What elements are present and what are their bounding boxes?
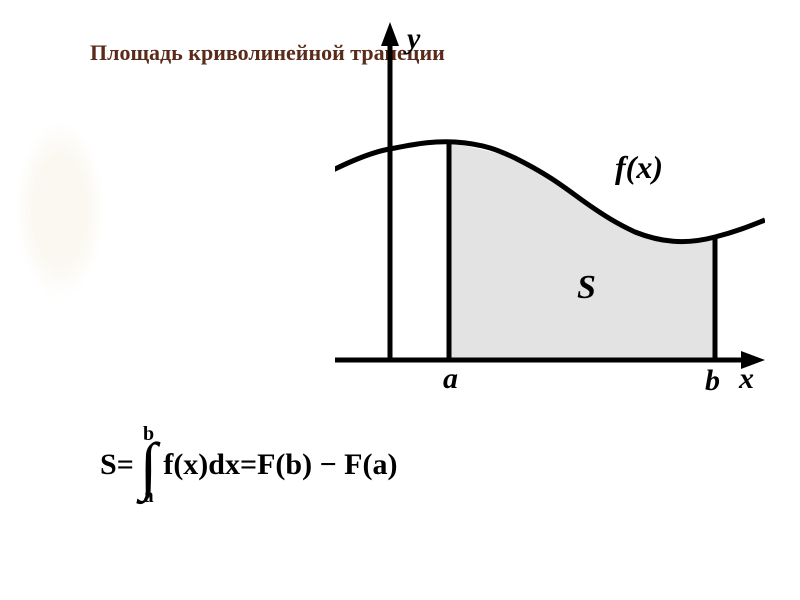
area-fill [449,143,715,360]
label-fx: f(x) [615,149,663,185]
label-b: b [705,364,720,397]
y-axis-arrow [381,22,399,46]
formula-rhs: F(b) − F(a) [257,448,397,482]
background-watermark [15,120,105,300]
formula-eq2: = [240,448,257,482]
label-x: x [738,362,754,395]
label-S: S [577,269,596,306]
formula-lhs: S [100,448,117,482]
formula-eq1: = [117,448,134,482]
label-a: a [443,362,458,395]
integral-sign: ∫ [140,440,158,491]
label-y: y [404,22,421,55]
graph: y x a b f(x) S [335,20,765,390]
integrand: f(x)dx [163,448,240,482]
int-lower: a [144,486,154,506]
integral-block: b ∫ a [140,424,158,505]
graph-svg: y x a b f(x) S [335,20,765,400]
formula: S = b ∫ a f(x)dx = F(b) − F(a) [100,410,397,520]
